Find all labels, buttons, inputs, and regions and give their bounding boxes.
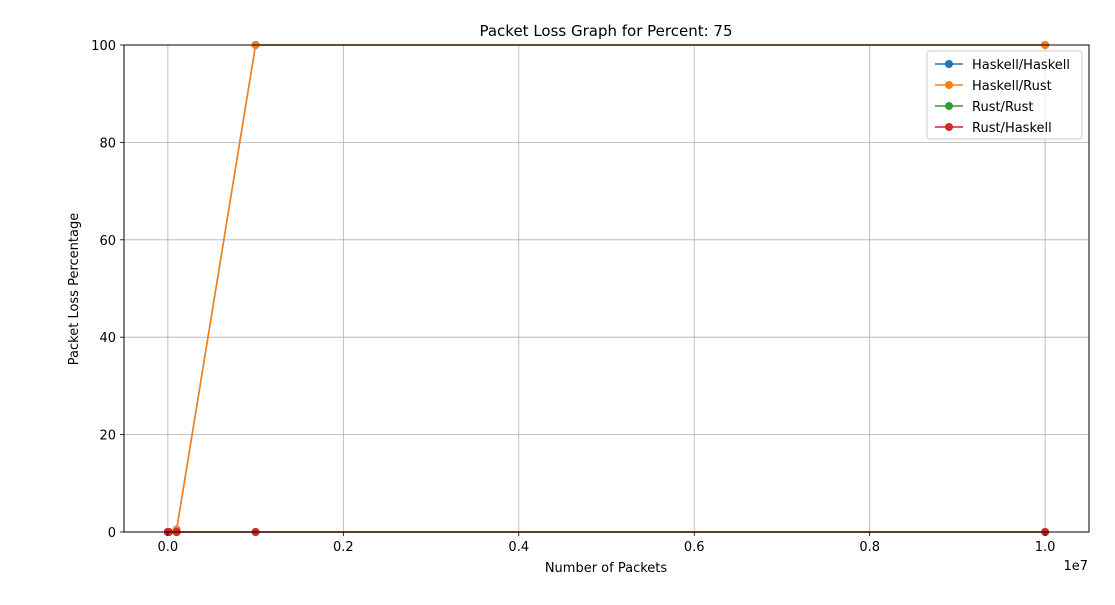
legend-marker — [945, 81, 953, 89]
x-tick-label: 0.6 — [684, 540, 705, 555]
y-tick-label: 0 — [108, 526, 116, 541]
x-tick-label: 0.0 — [158, 540, 179, 555]
axis-ticks: 0.0 0.2 0.4 0.6 0.8 1.0 0 20 40 60 80 100 — [91, 39, 1055, 555]
legend-marker — [945, 123, 953, 131]
legend-label: Rust/Rust — [972, 100, 1034, 115]
x-tick-label: 0.8 — [859, 540, 880, 555]
legend: Haskell/Haskell Haskell/Rust Rust/Rust Rust… — [926, 50, 1083, 140]
chart-title: Packet Loss Graph for Percent: 75 — [479, 22, 732, 40]
x-tick-label: 1.0 — [1035, 540, 1056, 555]
x-tick-label: 0.2 — [333, 540, 354, 555]
legend-marker — [945, 102, 953, 110]
legend-label: Haskell/Haskell — [972, 58, 1070, 73]
series-line — [167, 44, 1046, 533]
y-tick-label: 20 — [99, 429, 116, 444]
series-line — [167, 44, 1046, 533]
x-axis-offset-label: 1e7 — [1063, 559, 1088, 574]
x-axis-label: Number of Packets — [545, 561, 668, 576]
series-haskell-rust — [163, 41, 1050, 536]
y-tick-label: 100 — [91, 39, 116, 54]
legend-box — [926, 50, 1083, 140]
legend-label: Haskell/Rust — [972, 79, 1052, 94]
y-tick-label: 60 — [99, 234, 116, 249]
plot-area-frame — [123, 44, 1090, 533]
series-lines — [163, 41, 1050, 536]
series-haskell-haskell — [163, 41, 1050, 536]
y-tick-label: 80 — [99, 136, 116, 151]
y-tick-label: 40 — [99, 331, 116, 346]
legend-label: Rust/Haskell — [972, 121, 1052, 136]
legend-marker — [945, 60, 953, 68]
x-tick-label: 0.4 — [508, 540, 529, 555]
y-axis-label: Packet Loss Percentage — [67, 213, 82, 365]
